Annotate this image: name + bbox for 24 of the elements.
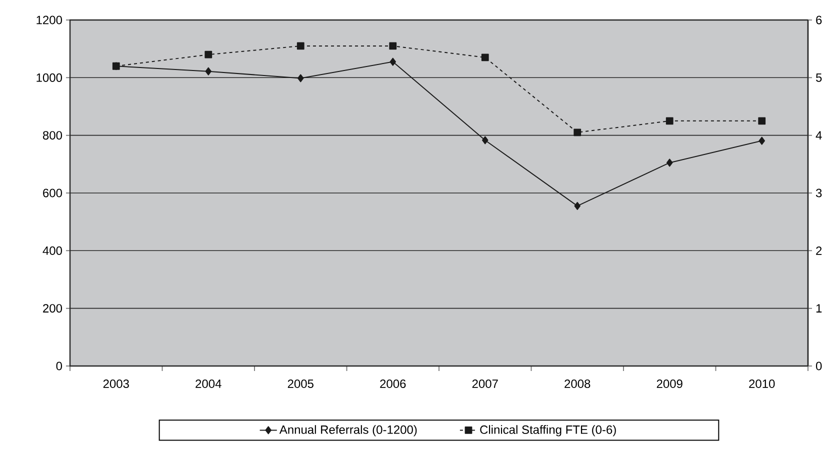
y2-tick-label: 1 (816, 304, 822, 312)
x-tick-label: 2006 (380, 380, 406, 388)
y-tick-label: 0 (56, 362, 62, 370)
y-tick-label: 200 (43, 304, 62, 313)
y2-tick-label: 3 (816, 188, 822, 198)
y2-tick-label: 2 (816, 246, 822, 255)
y2-tick-label: 0 (816, 362, 822, 370)
y-tick-label: 1200 (36, 16, 62, 24)
x-tick-label: 2008 (564, 380, 590, 388)
x-tick-label: 2005 (288, 380, 314, 388)
x-tick-label: 2004 (196, 380, 222, 388)
y2-tick-label: 6 (816, 16, 822, 24)
y-tick-label: 800 (42, 131, 62, 140)
y-tick-label: 400 (42, 246, 62, 255)
legend-label: Clinical Staffing FTE (0-6) (480, 425, 616, 436)
legend-label: Annual Referrals (0-1200) (279, 425, 417, 436)
y2-tick-label: 5 (816, 73, 822, 82)
x-tick-label: 2009 (656, 380, 682, 388)
y-tick-label: 600 (43, 188, 62, 198)
x-tick-label: 2003 (103, 380, 129, 388)
x-tick-label: 2007 (472, 380, 498, 388)
y2-tick-label: 4 (816, 131, 822, 140)
y-tick-label: 1000 (36, 73, 62, 82)
x-tick-label: 2010 (749, 380, 775, 388)
